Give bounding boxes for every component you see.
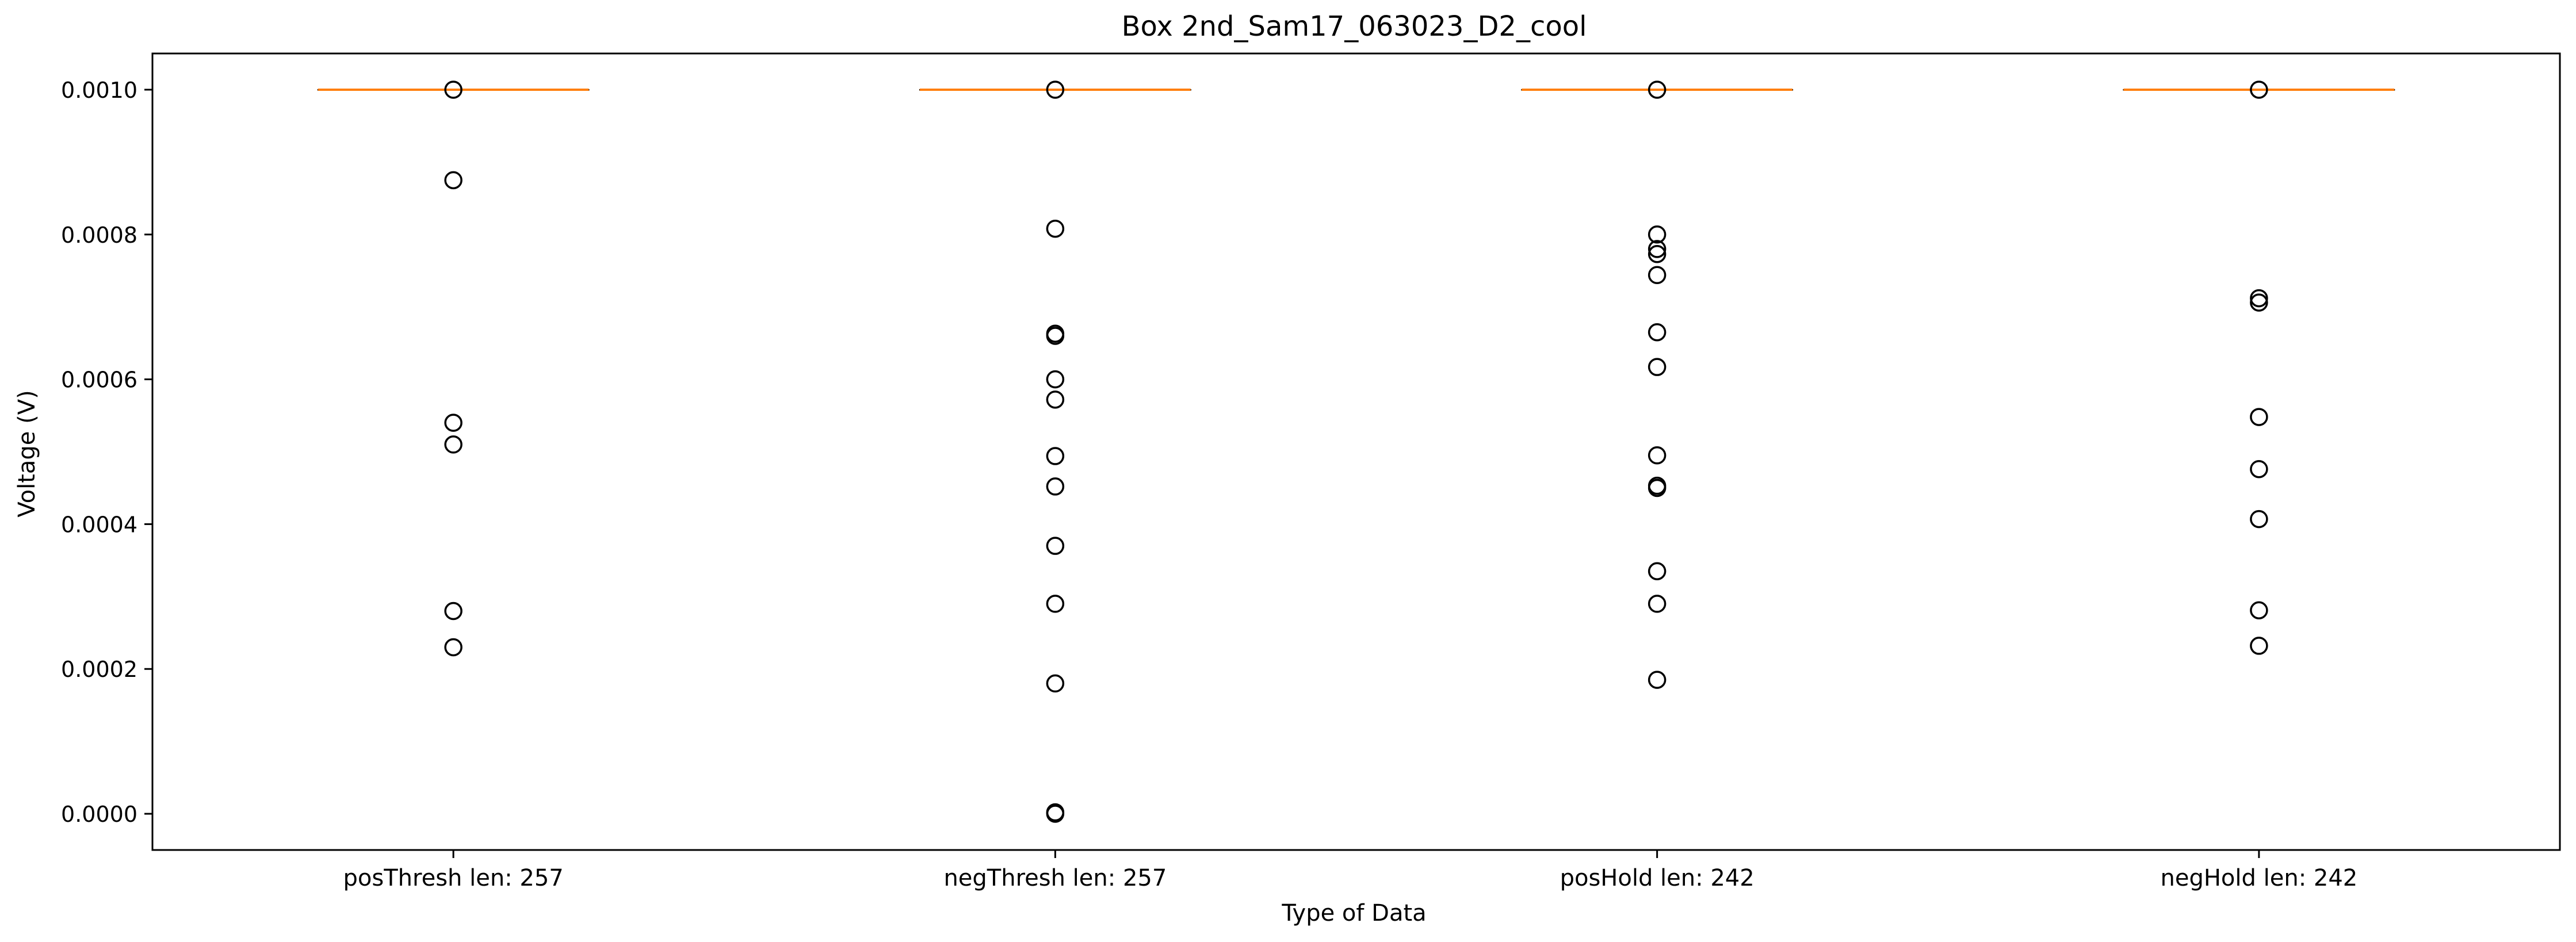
outlier-point <box>444 81 463 99</box>
outlier-point <box>1648 671 1667 689</box>
outlier-point <box>1648 240 1667 258</box>
y-tick-label: 0.0006 <box>61 367 137 393</box>
outlier-point <box>1046 370 1065 389</box>
outlier-point <box>444 638 463 657</box>
outlier-point <box>444 413 463 432</box>
outlier-point <box>1046 805 1065 823</box>
outlier-point <box>1046 390 1065 409</box>
outlier-point <box>2250 81 2268 99</box>
outlier-point <box>1648 446 1667 465</box>
outlier-point <box>1648 595 1667 613</box>
outlier-point <box>1046 219 1065 238</box>
x-tick-label: negHold len: 242 <box>2161 865 2358 891</box>
plot-area: 0.0000 0.0002 0.0004 0.0006 0.0008 0.0010 posT… <box>61 52 2561 891</box>
x-tick-label: posHold len: 242 <box>1560 865 1755 891</box>
outlier-point <box>1648 323 1667 342</box>
outlier-point <box>2250 459 2268 478</box>
outlier-point <box>1046 595 1065 613</box>
outlier-point <box>1648 245 1667 263</box>
outlier-point <box>1648 81 1667 99</box>
y-tick-label: 0.0010 <box>61 78 137 103</box>
x-tick-label: posThresh len: 257 <box>343 865 564 891</box>
outlier-point <box>1648 358 1667 376</box>
outlier-point <box>2250 510 2268 529</box>
y-tick-label: 0.0008 <box>61 223 137 248</box>
outlier-point <box>2250 637 2268 655</box>
outlier-point <box>1648 562 1667 580</box>
outlier-point <box>444 602 463 621</box>
x-tick-label: negThresh len: 257 <box>943 865 1167 891</box>
outlier-point <box>1046 674 1065 693</box>
chart-title: Box 2nd_Sam17_063023_D2_cool <box>1122 10 1587 43</box>
outlier-point <box>2250 408 2268 426</box>
y-tick-label: 0.0004 <box>61 512 137 537</box>
outlier-point <box>2250 293 2268 312</box>
outlier-point <box>1648 225 1667 244</box>
outlier-point <box>1046 477 1065 496</box>
outlier-point <box>1046 327 1065 345</box>
outlier-point <box>1648 266 1667 285</box>
outlier-point <box>1648 478 1667 497</box>
outlier-point <box>444 171 463 190</box>
y-tick-label: 0.0000 <box>61 802 137 827</box>
x-axis-label: Type of Data <box>1281 900 1426 926</box>
outlier-point <box>2250 601 2268 619</box>
outlier-point <box>1046 447 1065 465</box>
outlier-point <box>2250 289 2268 308</box>
axes-frame <box>151 52 2561 851</box>
y-axis-label: Voltage (V) <box>14 390 40 517</box>
outlier-point <box>1046 81 1065 99</box>
outlier-point <box>444 435 463 454</box>
outlier-point <box>1046 537 1065 555</box>
y-tick-label: 0.0002 <box>61 657 137 682</box>
